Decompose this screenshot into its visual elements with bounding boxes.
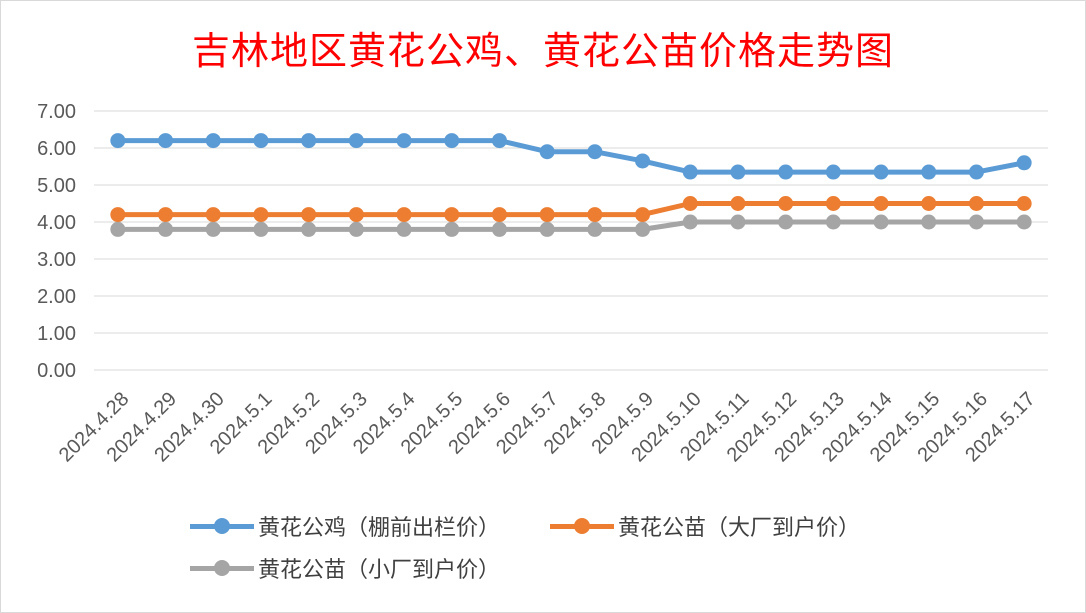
data-point [301, 207, 317, 223]
data-point [110, 221, 126, 237]
legend-item-0: 黄花公鸡（棚前出栏价） [190, 510, 500, 542]
series-line-2 [115, 219, 1027, 232]
data-point [205, 133, 221, 149]
data-point [921, 164, 937, 180]
data-point [682, 164, 698, 180]
data-point [396, 207, 412, 223]
data-point [301, 221, 317, 237]
data-point [253, 221, 269, 237]
data-point [587, 207, 603, 223]
data-point [444, 133, 460, 149]
data-point [730, 196, 746, 211]
data-point [968, 214, 984, 230]
data-point [873, 164, 889, 180]
y-tick-label: 6.00 [37, 138, 76, 160]
y-tick-label: 1.00 [37, 323, 76, 345]
data-point [921, 214, 937, 230]
legend-item-2: 黄花公苗（小厂到户价） [190, 552, 500, 584]
data-point [158, 207, 174, 223]
data-point [730, 164, 746, 180]
data-point [110, 133, 126, 149]
data-point [730, 214, 746, 230]
data-point [825, 196, 841, 211]
data-point [968, 164, 984, 180]
data-point [778, 214, 794, 230]
data-point [158, 133, 174, 149]
data-point [491, 207, 507, 223]
legend-item-1: 黄花公苗（大厂到户价） [550, 510, 860, 542]
data-point [348, 221, 364, 237]
data-point [396, 221, 412, 237]
data-point [205, 221, 221, 237]
y-tick-label: 0.00 [37, 360, 76, 382]
data-point [396, 133, 412, 149]
data-point [253, 207, 269, 223]
data-point [539, 221, 555, 237]
data-point [110, 207, 126, 223]
data-point [348, 207, 364, 223]
series-line-1 [115, 201, 1027, 218]
data-point [968, 196, 984, 211]
data-point [873, 196, 889, 211]
data-point [635, 221, 651, 237]
legend-swatch-0 [190, 516, 254, 536]
data-point [491, 221, 507, 237]
data-point [587, 144, 603, 160]
legend-marker-1 [574, 518, 590, 534]
data-point [682, 196, 698, 211]
data-point [301, 133, 317, 149]
y-tick-label: 3.00 [37, 249, 76, 271]
data-point [825, 164, 841, 180]
data-point [491, 133, 507, 149]
data-point [444, 221, 460, 237]
data-point [587, 221, 603, 237]
data-point [778, 196, 794, 211]
y-tick-label: 5.00 [37, 175, 76, 197]
y-tick-label: 7.00 [37, 101, 76, 123]
data-point [444, 207, 460, 223]
data-point [1016, 196, 1032, 211]
y-tick-label: 4.00 [37, 212, 76, 234]
y-tick-label: 2.00 [37, 286, 76, 308]
data-point [1016, 214, 1032, 230]
legend-label-1: 黄花公苗（大厂到户价） [618, 516, 861, 541]
legend-label-0: 黄花公鸡（棚前出栏价） [258, 516, 501, 541]
data-point [873, 214, 889, 230]
chart-title: 吉林地区黄花公鸡、黄花公苗价格走势图 [191, 29, 894, 73]
data-point [825, 214, 841, 230]
data-point [1016, 155, 1032, 171]
data-point [253, 133, 269, 149]
legend-marker-2 [214, 560, 230, 576]
data-point [158, 221, 174, 237]
data-point [635, 207, 651, 223]
legend-label-2: 黄花公苗（小厂到户价） [258, 558, 501, 583]
data-point [778, 164, 794, 180]
data-point [205, 207, 221, 223]
data-point [539, 144, 555, 160]
data-point [348, 133, 364, 149]
data-point [921, 196, 937, 211]
data-point [539, 207, 555, 223]
legend-marker-0 [214, 518, 230, 534]
legend-swatch-1 [550, 516, 614, 536]
data-point [682, 214, 698, 230]
legend-swatch-2 [190, 558, 254, 578]
series-line-0 [115, 138, 1027, 175]
data-point [635, 153, 651, 169]
